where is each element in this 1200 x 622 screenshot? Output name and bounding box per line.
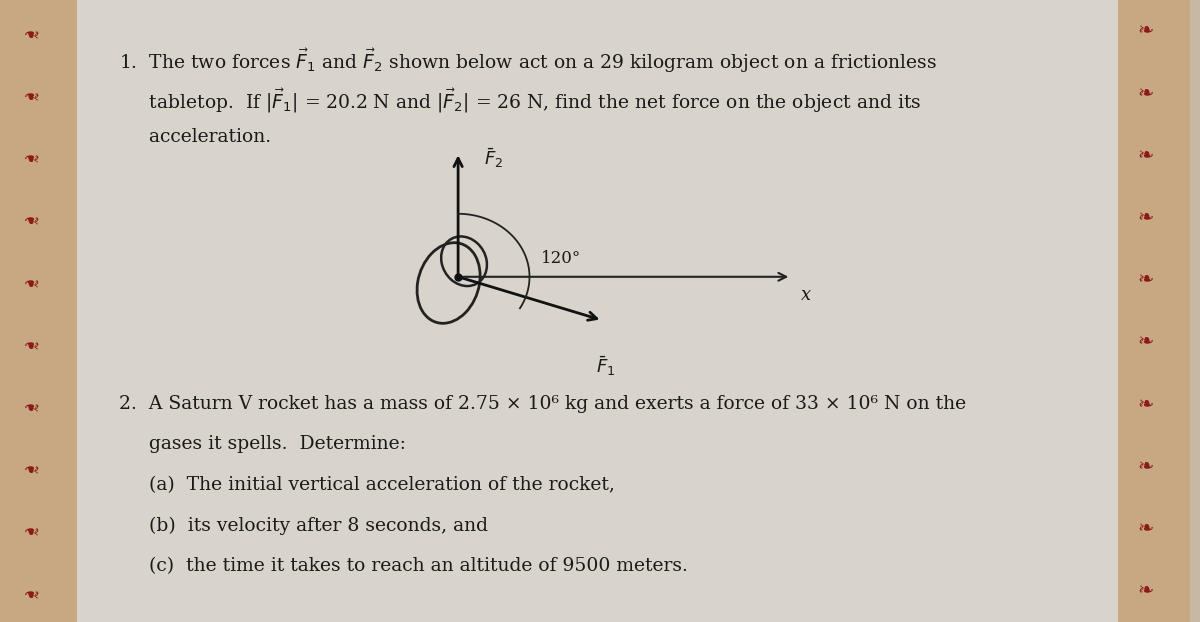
Text: ❧: ❧ [22,208,38,227]
Text: x: x [800,287,811,304]
Text: ❧: ❧ [1138,333,1154,351]
Text: ❧: ❧ [22,333,38,351]
Text: (c)  the time it takes to reach an altitude of 9500 meters.: (c) the time it takes to reach an altitu… [119,557,688,575]
Text: ❧: ❧ [22,395,38,414]
Text: ❧: ❧ [1138,519,1154,538]
Text: tabletop.  If $|\vec{F}_1|$ = 20.2 N and $|\vec{F}_2|$ = 26 N, find the net forc: tabletop. If $|\vec{F}_1|$ = 20.2 N and … [119,87,922,115]
Text: ❧: ❧ [1138,582,1154,600]
Text: ❧: ❧ [1138,395,1154,414]
Text: ❧: ❧ [22,271,38,289]
Text: 120°: 120° [541,249,582,267]
FancyBboxPatch shape [77,0,1118,622]
Text: ❧: ❧ [22,146,38,165]
Text: (b)  its velocity after 8 seconds, and: (b) its velocity after 8 seconds, and [119,516,488,534]
Text: ❧: ❧ [22,22,38,40]
Text: ❧: ❧ [1138,84,1154,103]
Text: ❧: ❧ [1138,146,1154,165]
Text: 2.  A Saturn V rocket has a mass of 2.75 × 10⁶ kg and exerts a force of 33 × 10⁶: 2. A Saturn V rocket has a mass of 2.75 … [119,395,966,413]
Text: ❧: ❧ [22,457,38,476]
FancyBboxPatch shape [1118,0,1190,622]
Text: ❧: ❧ [22,84,38,103]
Text: acceleration.: acceleration. [119,128,271,146]
Text: $\bar{F}_1$: $\bar{F}_1$ [596,355,616,378]
Text: ❧: ❧ [1138,457,1154,476]
Text: ❧: ❧ [1138,22,1154,40]
Text: 1.  The two forces $\vec{F}_1$ and $\vec{F}_2$ shown below act on a 29 kilogram : 1. The two forces $\vec{F}_1$ and $\vec{… [119,47,937,75]
Text: ❧: ❧ [22,582,38,600]
Text: (a)  The initial vertical acceleration of the rocket,: (a) The initial vertical acceleration of… [119,476,614,494]
Text: gases it spells.  Determine:: gases it spells. Determine: [119,435,406,453]
Text: ❧: ❧ [1138,208,1154,227]
Text: ❧: ❧ [1138,271,1154,289]
Text: ❧: ❧ [22,519,38,538]
FancyBboxPatch shape [0,0,77,622]
Text: $\bar{F}_2$: $\bar{F}_2$ [485,147,504,170]
